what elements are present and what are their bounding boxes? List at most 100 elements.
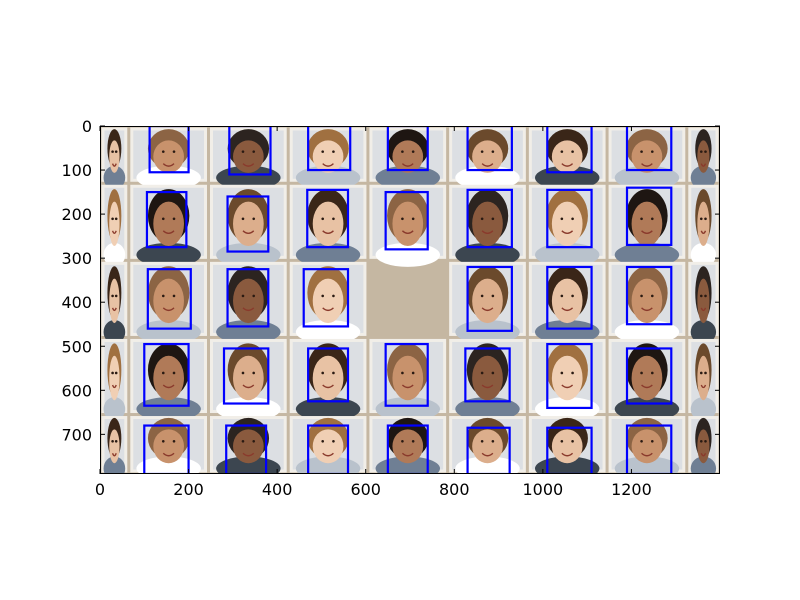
face [153, 278, 184, 324]
photo-card [369, 127, 447, 190]
photo-card [289, 338, 367, 422]
photo-card [608, 261, 686, 344]
face-detection-boxes [143, 126, 673, 474]
photo-card [449, 184, 526, 267]
photo-card [688, 261, 719, 344]
face-box [625, 265, 673, 326]
photo-card [289, 416, 367, 474]
face [312, 429, 344, 464]
photo-card [449, 338, 526, 422]
face [697, 278, 710, 324]
photo-collage [100, 126, 720, 474]
face-box [226, 195, 270, 253]
face [472, 429, 503, 464]
photo-card [369, 184, 447, 267]
photo-card [369, 338, 447, 422]
photo-card [101, 416, 128, 474]
face [312, 355, 344, 401]
x-tick-label: 1200 [611, 480, 652, 499]
face [109, 201, 120, 247]
x-tick-label: 600 [350, 480, 381, 499]
face-box [466, 126, 513, 172]
photo-card [528, 261, 606, 344]
y-tick-label: 200 [61, 205, 92, 224]
face [109, 140, 120, 173]
face [472, 140, 503, 173]
face [697, 429, 710, 464]
face-box [386, 424, 429, 474]
face-box [546, 126, 593, 174]
face-box [546, 265, 593, 330]
face [697, 201, 710, 247]
x-tick-label: 200 [173, 480, 204, 499]
face-box [307, 347, 350, 403]
face [109, 429, 120, 464]
face [392, 355, 424, 401]
photo-card [688, 338, 719, 422]
face [697, 355, 710, 401]
face-box [464, 347, 511, 403]
face [233, 429, 264, 464]
face [109, 355, 120, 401]
face [551, 201, 583, 247]
y-tick-label: 400 [61, 293, 92, 312]
y-tick-label: 700 [61, 425, 92, 444]
y-tick-label: 500 [61, 337, 92, 356]
face-box [302, 268, 350, 328]
photo-card [210, 184, 287, 267]
face [233, 355, 264, 401]
photo-card [289, 127, 367, 190]
photo-card [528, 184, 606, 267]
photo-card [130, 184, 207, 267]
face-box [307, 126, 352, 172]
face-box [225, 424, 268, 474]
face [392, 429, 424, 464]
x-axis: 0 200 400 600 800 1000 1200 [95, 126, 652, 499]
photo-card [608, 338, 686, 422]
face-box [546, 342, 593, 410]
photo-card [608, 127, 686, 190]
x-tick-label: 800 [439, 480, 470, 499]
photo-card [688, 127, 719, 190]
face [109, 278, 120, 324]
photo-card [528, 416, 606, 474]
face [153, 429, 184, 464]
y-tick-label: 300 [61, 249, 92, 268]
face [312, 278, 344, 324]
face-box [546, 188, 593, 249]
face [472, 278, 503, 324]
face-box [146, 268, 192, 330]
face [551, 429, 583, 464]
face-box [145, 190, 188, 249]
face [551, 278, 583, 324]
x-tick-label: 400 [262, 480, 293, 499]
photo-card [369, 416, 447, 474]
photo-card [210, 261, 287, 344]
face [631, 201, 663, 247]
face [392, 201, 424, 247]
photo-card [101, 338, 128, 422]
face [153, 140, 184, 173]
face [697, 140, 710, 173]
x-tick-label: 0 [95, 480, 105, 499]
photo-card [130, 261, 207, 344]
face-box [386, 126, 429, 172]
photo-card [528, 127, 606, 190]
photo-card [688, 184, 719, 267]
photo-card [101, 261, 128, 344]
face-box [148, 126, 190, 174]
face-box [222, 347, 270, 405]
y-tick-label: 100 [61, 161, 92, 180]
face [631, 140, 663, 173]
face-box [625, 424, 673, 474]
face [233, 278, 264, 324]
face-box [143, 342, 190, 407]
face [312, 201, 344, 247]
face [312, 140, 344, 173]
photo-card [101, 127, 128, 190]
face-box [625, 347, 673, 405]
photo-card [289, 184, 367, 267]
face [153, 201, 184, 247]
axes-frame [100, 126, 720, 474]
